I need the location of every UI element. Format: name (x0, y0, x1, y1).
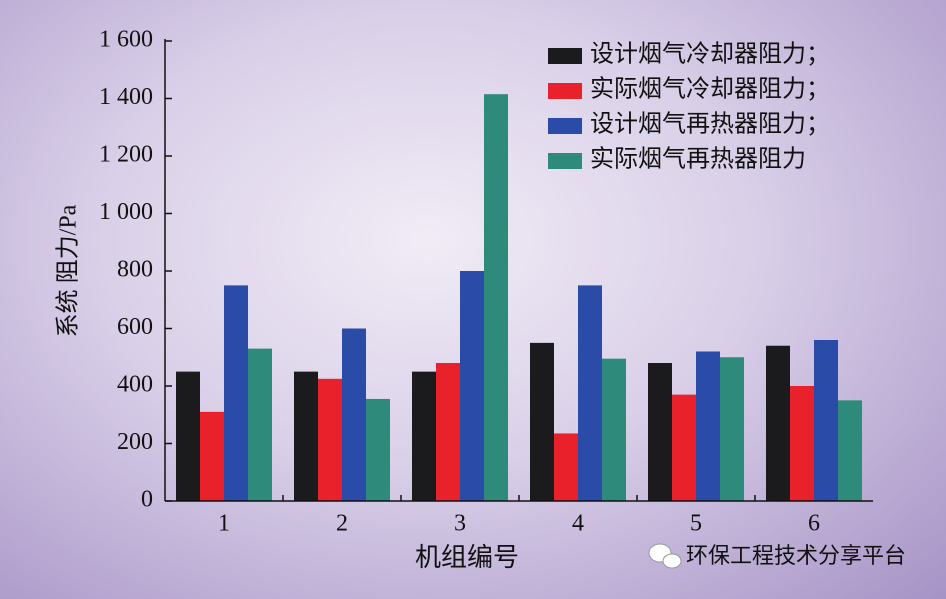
bar (696, 351, 720, 501)
x-tick-label: 4 (572, 511, 584, 537)
legend-swatch (548, 153, 582, 169)
watermark-icon (648, 543, 682, 569)
legend-swatch (548, 83, 582, 99)
legend-label: 设计烟气冷却器阻力； (590, 41, 830, 68)
legend-label: 实际烟气再热器阻力 (590, 146, 806, 173)
bar (342, 328, 366, 501)
y-tick-label: 1 400 (99, 84, 153, 110)
x-tick-label: 6 (808, 511, 820, 537)
bar (436, 363, 460, 501)
bar (294, 371, 318, 501)
bar (648, 363, 672, 501)
bar (602, 358, 626, 501)
y-tick-label: 400 (117, 372, 153, 398)
legend-label: 设计烟气再热器阻力； (590, 111, 830, 138)
bar (366, 398, 390, 501)
y-tick-label: 0 (141, 487, 153, 513)
bar (412, 371, 436, 501)
y-tick-label: 1 200 (99, 142, 153, 168)
bar (814, 340, 838, 501)
y-axis-label: 系统 阻力/Pa (55, 204, 82, 337)
x-axis-label: 机组编号 (415, 543, 519, 572)
bar (554, 433, 578, 501)
bar (224, 285, 248, 501)
bar (248, 348, 272, 501)
bar (790, 386, 814, 501)
x-tick-label: 5 (690, 511, 702, 537)
bar (672, 394, 696, 501)
bar (578, 285, 602, 501)
legend-swatch (548, 48, 582, 64)
bar (530, 342, 554, 501)
y-tick-label: 1 000 (99, 199, 153, 225)
bar (838, 400, 862, 501)
watermark: 环保工程技术分享平台 (686, 544, 906, 569)
bar (720, 357, 744, 501)
bar (460, 271, 484, 501)
legend-swatch (548, 118, 582, 134)
y-tick-label: 200 (117, 429, 153, 455)
bar (200, 411, 224, 501)
bar (484, 94, 508, 501)
y-tick-label: 800 (117, 257, 153, 283)
bar (318, 378, 342, 501)
x-tick-label: 3 (454, 511, 466, 537)
icon-bubble (662, 553, 682, 569)
x-tick-label: 2 (336, 511, 348, 537)
y-tick-label: 600 (117, 314, 153, 340)
bar (766, 345, 790, 501)
bar (176, 371, 200, 501)
legend-label: 实际烟气冷却器阻力； (590, 76, 830, 103)
y-tick-label: 1 600 (99, 27, 153, 53)
x-tick-label: 1 (218, 511, 230, 537)
